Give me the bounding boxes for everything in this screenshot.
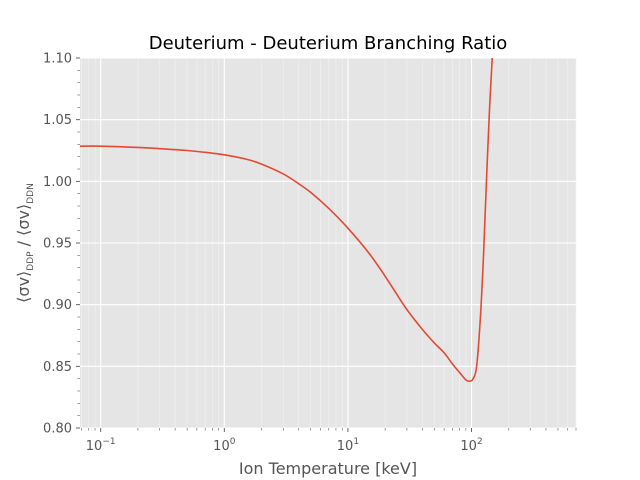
x-tick-label: 100: [213, 437, 236, 454]
y-tick-label: 1.10: [43, 52, 72, 67]
y-label-numerator-sub: DDP: [26, 251, 36, 271]
series-layer: [80, 58, 494, 383]
x-axis-label: Ion Temperature [keV]: [239, 459, 417, 478]
x-tick-label: 102: [460, 437, 482, 454]
major-grid: [80, 57, 576, 429]
series-line: [80, 58, 494, 383]
y-tick-label: 1.05: [43, 113, 72, 128]
y-label-denominator: ⟨σv⟩: [14, 204, 33, 236]
y-tick-label: 0.80: [43, 422, 72, 437]
y-tick-label: 0.95: [43, 237, 72, 252]
x-axis-ticks: 10−1 100 101 102: [81, 428, 577, 454]
y-label-numerator: ⟨σv⟩: [14, 271, 33, 303]
y-axis-ticks: 0.80 0.85 0.90 0.95 1.00 1.05 1.10: [43, 52, 80, 437]
y-tick-label: 1.00: [43, 175, 72, 190]
x-tick-label: 10−1: [86, 437, 116, 454]
y-axis-label: ⟨σv⟩DDP / ⟨σv⟩DDN: [14, 183, 36, 303]
y-tick-label: 0.85: [43, 360, 72, 375]
x-tick-label: 101: [337, 437, 359, 454]
y-tick-label: 0.90: [43, 298, 72, 313]
y-label-separator: /: [14, 236, 33, 252]
y-label-denominator-sub: DDN: [26, 183, 36, 204]
chart-title: Deuterium - Deuterium Branching Ratio: [149, 33, 508, 54]
